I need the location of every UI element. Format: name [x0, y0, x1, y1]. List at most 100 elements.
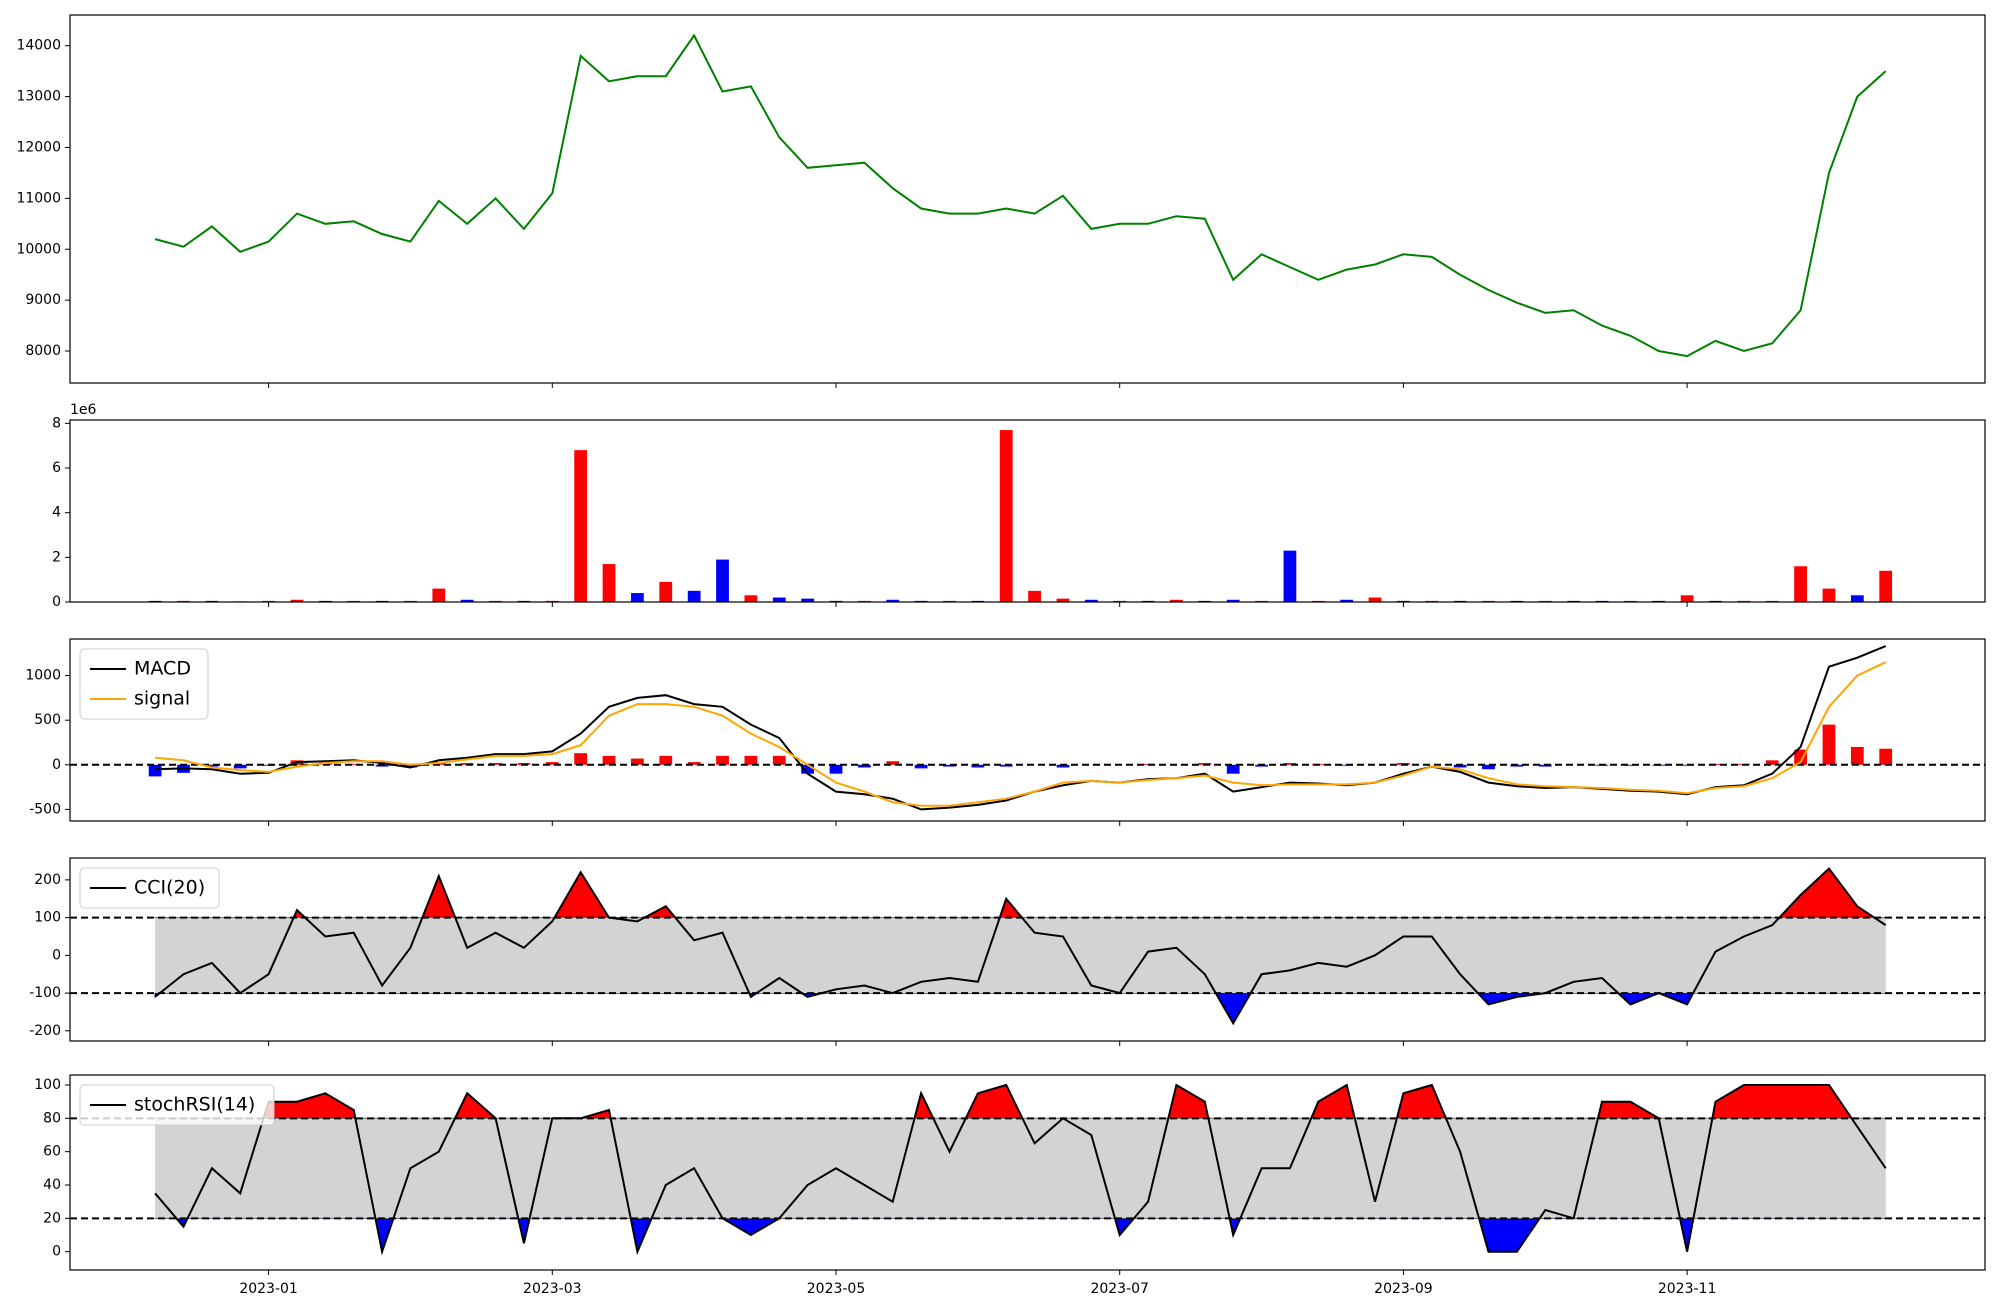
offset-label: 1e6: [70, 402, 97, 418]
bar: [914, 764, 928, 769]
bar: [1170, 599, 1183, 602]
axes-frame: [69, 419, 1986, 603]
y-tick-label: 500: [34, 712, 61, 728]
legend-box: [79, 1084, 275, 1126]
bar: [1340, 599, 1354, 602]
bar: [1623, 764, 1637, 766]
bar: [631, 593, 644, 602]
bar: [1056, 764, 1070, 768]
bar: [659, 755, 673, 765]
bar: [1453, 764, 1467, 768]
axes-frame: [69, 1074, 1986, 1271]
bar: [432, 588, 446, 602]
bar: [1850, 746, 1864, 765]
bar: [857, 764, 871, 768]
bar: [574, 753, 588, 765]
bar: [829, 764, 843, 774]
legend-label: signal: [134, 688, 190, 710]
bar: [659, 581, 673, 602]
x-tick-label: 2023-09: [1374, 1281, 1433, 1297]
bar: [1765, 760, 1779, 765]
bar: [772, 597, 786, 602]
x-tick-label: 2023-07: [1090, 1281, 1149, 1297]
legend: CCI(20): [79, 867, 220, 909]
bar: [1794, 749, 1807, 765]
band-fill: [155, 917, 1886, 994]
bar: [1794, 566, 1807, 602]
axes-frame: [69, 638, 1986, 822]
bar: [545, 762, 559, 765]
bar: [716, 559, 729, 602]
bar: [1822, 724, 1836, 765]
legend-box: [79, 648, 209, 720]
panel: -200 -100 0 100 200 CCI(20): [29, 857, 1986, 1046]
bar: [886, 599, 900, 602]
overbought-fill: [154, 867, 1887, 918]
y-tick-label: 100: [34, 1077, 61, 1093]
panel: 8000 9000 10000 11000 12000 13000 14000: [16, 14, 1986, 388]
bar: [1680, 595, 1694, 602]
bar: [148, 764, 162, 777]
panel: -500 0 500 1000 MACD signal: [25, 638, 1986, 826]
axes-frame: [69, 14, 1986, 384]
axes-frame: [69, 857, 1986, 1042]
bar: [1850, 595, 1864, 602]
y-tick-label: 13000: [16, 89, 61, 105]
series-line: [154, 33, 1887, 358]
bar: [233, 764, 247, 769]
bar: [602, 564, 616, 602]
bar: [460, 599, 474, 602]
y-tick-label: 9000: [25, 292, 61, 308]
bar: [744, 595, 758, 602]
bar: [801, 598, 815, 602]
y-tick-label: -500: [29, 801, 61, 817]
bar: [687, 762, 701, 765]
series-line: [154, 1083, 1887, 1256]
bar: [404, 764, 417, 768]
legend-label: stochRSI(14): [134, 1094, 255, 1116]
bar: [1283, 763, 1297, 765]
series-line: [154, 867, 1887, 1026]
plot-area: [154, 33, 1887, 358]
legend: MACD signal: [79, 648, 209, 720]
bar: [1226, 764, 1240, 774]
bar: [1879, 570, 1893, 602]
y-tick-label: 0: [52, 757, 61, 773]
y-tick-label: 6: [52, 460, 61, 476]
plot-area: [148, 430, 1893, 602]
y-tick-label: 12000: [16, 139, 61, 155]
y-tick-label: -100: [29, 985, 61, 1001]
y-tick-label: 200: [34, 872, 61, 888]
x-tick-label: 2023-05: [807, 1281, 866, 1297]
bar: [999, 430, 1013, 602]
bar: [1084, 599, 1098, 602]
plot-area: [70, 1083, 1985, 1256]
bar: [943, 764, 956, 767]
bar: [744, 755, 758, 765]
panel: 0 20 40 60 80 100 2023-01 2023-03 2023-05 2023-07…: [34, 1074, 1986, 1297]
y-tick-label: 80: [43, 1110, 61, 1126]
y-tick-label: 20: [43, 1210, 61, 1226]
bar: [631, 758, 644, 765]
bar: [1056, 598, 1070, 602]
y-tick-label: 0: [52, 947, 61, 963]
y-tick-label: 8: [52, 415, 61, 431]
x-tick-label: 2023-03: [523, 1281, 582, 1297]
x-tick-label: 2023-11: [1658, 1281, 1717, 1297]
bar: [1368, 597, 1382, 602]
bar: [1822, 588, 1836, 602]
legend-label: CCI(20): [134, 877, 205, 899]
y-tick-label: 1000: [25, 668, 61, 684]
x-tick-label: 2023-01: [239, 1281, 298, 1297]
y-tick-label: 14000: [16, 38, 61, 54]
y-tick-label: 4: [52, 505, 61, 521]
y-tick-label: 0: [52, 1244, 61, 1260]
y-tick-label: 11000: [16, 190, 61, 206]
bar: [290, 599, 304, 602]
y-tick-label: 0: [52, 594, 61, 610]
bar: [1879, 748, 1893, 765]
plot-area: [70, 867, 1985, 1026]
panel: 0 2 4 6 8 1e6: [52, 402, 1986, 610]
bar: [602, 755, 616, 765]
